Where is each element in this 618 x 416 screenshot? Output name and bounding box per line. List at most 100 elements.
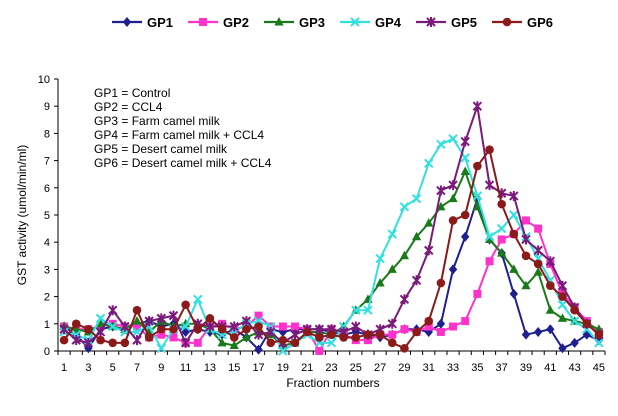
y-tick-label: 2 — [44, 292, 50, 304]
data-point-gp6 — [144, 333, 154, 342]
data-point-gp3 — [484, 234, 495, 243]
data-point-gp6 — [387, 338, 397, 348]
data-point-gp1 — [582, 329, 591, 340]
data-point-gp4 — [460, 153, 470, 163]
data-point-gp5 — [107, 305, 118, 316]
data-point-gp6 — [205, 314, 215, 323]
data-point-gp4 — [363, 305, 373, 315]
x-tick-label: 45 — [593, 362, 605, 374]
data-point-gp6 — [169, 324, 178, 334]
data-point-gp4 — [509, 210, 519, 220]
x-tick-label: 3 — [85, 362, 91, 374]
data-point-gp6 — [412, 327, 421, 337]
data-point-gp6 — [217, 324, 227, 334]
data-point-gp6 — [132, 305, 142, 315]
group-definition: GP3 = Farm camel milk — [94, 114, 221, 128]
data-point-gp4 — [569, 316, 580, 326]
data-point-gp4 — [436, 139, 446, 149]
data-point-gp3 — [545, 305, 555, 314]
x-tick-label: 11 — [180, 362, 191, 374]
x-tick-label: 29 — [398, 362, 410, 374]
legend-item-gp3: GP3 — [264, 15, 325, 30]
data-point-gp6 — [108, 338, 117, 348]
data-point-gp4 — [399, 202, 410, 212]
data-point-gp3 — [424, 218, 434, 227]
data-point-gp5 — [448, 180, 458, 191]
data-point-gp3 — [521, 280, 531, 290]
x-tick-label: 1 — [61, 362, 67, 374]
data-point-gp3 — [95, 318, 106, 328]
data-point-gp6 — [157, 324, 166, 334]
data-point-gp5 — [472, 101, 483, 112]
data-point-gp3 — [217, 337, 227, 347]
data-point-gp2 — [473, 289, 482, 298]
legend: GP1 GP2 GP3 GP4 GP5 GP6 — [112, 15, 553, 30]
y-tick-label: 9 — [44, 101, 50, 113]
data-point-gp4 — [278, 346, 288, 356]
y-tick-label: 5 — [44, 210, 50, 222]
data-point-gp5 — [229, 321, 239, 332]
data-point-gp6 — [327, 330, 336, 339]
x-tick-label: 19 — [277, 362, 289, 374]
data-point-gp6 — [363, 330, 373, 339]
data-point-gp6 — [473, 161, 482, 171]
data-point-gp4 — [351, 305, 361, 315]
data-point-gp6 — [594, 330, 604, 339]
y-tick-label: 1 — [44, 319, 50, 331]
x-tick-label: 25 — [350, 362, 362, 374]
x-tick-label: 7 — [134, 362, 140, 374]
data-point-gp5 — [545, 256, 556, 267]
data-point-gp1 — [509, 288, 519, 299]
data-point-gp6 — [558, 292, 567, 301]
data-point-gp6 — [400, 343, 409, 353]
group-definition: GP2 = CCL4 — [94, 100, 163, 114]
data-point-gp6 — [546, 281, 555, 291]
data-point-gp5 — [95, 326, 106, 337]
series-layer — [59, 101, 604, 356]
legend-item-gp2: GP2 — [188, 15, 249, 30]
data-point-gp5 — [120, 321, 130, 332]
data-point-gp4 — [326, 338, 337, 348]
data-point-gp2 — [169, 333, 178, 342]
data-point-gp5 — [241, 316, 252, 327]
data-point-gp6 — [193, 324, 203, 334]
y-tick-label: 4 — [44, 237, 50, 249]
x-axis-title: Fraction numbers — [286, 376, 379, 390]
data-point-gp1 — [570, 337, 579, 348]
data-point-gp3 — [241, 332, 252, 341]
data-point-gp4 — [193, 294, 203, 305]
data-point-gp6 — [254, 322, 263, 331]
data-point-gp5 — [168, 310, 179, 321]
data-point-gp2 — [534, 224, 543, 233]
data-point-gp2 — [497, 235, 506, 244]
data-point-gp2 — [291, 322, 300, 331]
data-point-gp5 — [484, 180, 495, 191]
data-point-gp5 — [460, 136, 470, 147]
data-point-gp6 — [96, 335, 105, 345]
data-point-gp6 — [448, 216, 458, 225]
y-tick-label: 7 — [44, 156, 50, 168]
x-tick-label: 31 — [423, 362, 435, 374]
data-point-gp3 — [71, 324, 81, 333]
data-point-gp1 — [448, 264, 458, 275]
legend-label: GP4 — [375, 15, 402, 30]
data-point-gp6 — [229, 333, 239, 342]
data-point-gp5 — [521, 234, 531, 245]
data-point-gp6 — [339, 333, 348, 342]
data-point-gp2 — [400, 325, 409, 334]
data-point-gp3 — [399, 250, 410, 260]
data-point-gp5 — [436, 185, 446, 196]
x-tick-label: 13 — [204, 362, 216, 374]
data-point-gp1 — [254, 344, 263, 355]
data-point-gp3 — [533, 267, 543, 276]
data-point-gp5 — [132, 335, 142, 346]
data-point-gp4 — [448, 134, 458, 144]
series-line-gp3 — [63, 170, 600, 347]
data-point-gp4 — [484, 232, 495, 242]
legend-marker — [199, 18, 207, 26]
data-point-gp5 — [266, 326, 276, 337]
data-point-gp5 — [156, 313, 167, 324]
